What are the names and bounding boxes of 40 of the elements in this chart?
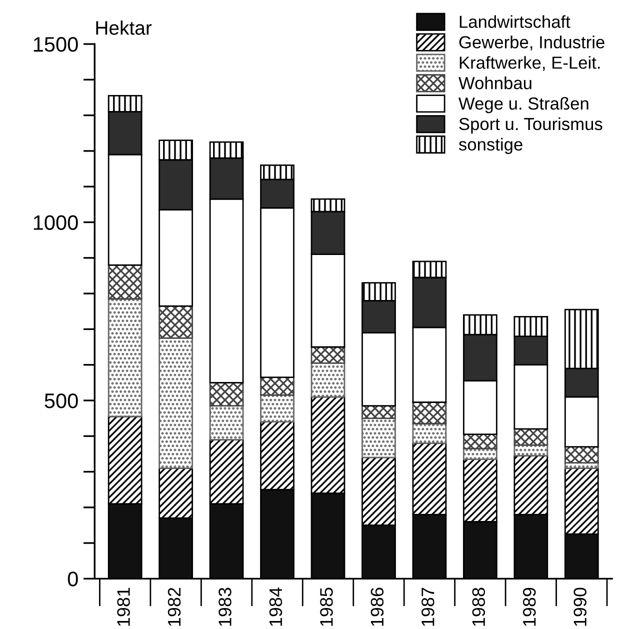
legend-label: sonstige (458, 138, 522, 154)
bar (412, 402, 447, 424)
bar (209, 405, 244, 440)
y-tick-label: 1500 (34, 37, 78, 52)
x-tick-label: 1989 (522, 588, 536, 626)
bar (362, 405, 396, 419)
x-tick-label: 1983 (218, 588, 232, 626)
x-tick-label: 1990 (574, 588, 586, 626)
bar (412, 422, 447, 444)
y-tick-label: 0 (68, 572, 78, 586)
y-axis-title: Hektar (96, 20, 152, 35)
bar (260, 376, 294, 396)
legend-label: Wohnbau (458, 76, 532, 90)
bar (514, 444, 548, 456)
x-tick-label: 1987 (422, 588, 434, 626)
legend-label: Gewerbe, Industrie (459, 36, 604, 50)
bar (462, 434, 498, 450)
x-tick-label: 1984 (269, 588, 282, 626)
bar (564, 446, 599, 464)
bar (209, 382, 244, 407)
legend-label: Kraftwerke, E-Leit. (460, 56, 600, 71)
legend-label: Wege u. Straßen (458, 96, 588, 114)
bar (158, 305, 193, 339)
bar (310, 346, 346, 364)
legend-label: Sport u. Tourismus (459, 117, 602, 134)
bar (514, 428, 548, 446)
x-tick-label: 1988 (472, 588, 486, 626)
bar (108, 264, 142, 300)
y-tick-label: 500 (44, 393, 78, 408)
legend-label: Landwirtschaft (460, 15, 570, 28)
y-tick-label: 1000 (34, 215, 78, 230)
bar (108, 298, 142, 418)
bar (362, 418, 396, 458)
bar (158, 337, 193, 469)
bar (260, 394, 294, 423)
bar (310, 362, 346, 398)
x-tick-label: 1985 (320, 588, 333, 626)
x-tick-label: 1986 (370, 588, 384, 626)
x-tick-label: 1981 (117, 588, 130, 626)
x-tick-label: 1982 (168, 588, 181, 626)
